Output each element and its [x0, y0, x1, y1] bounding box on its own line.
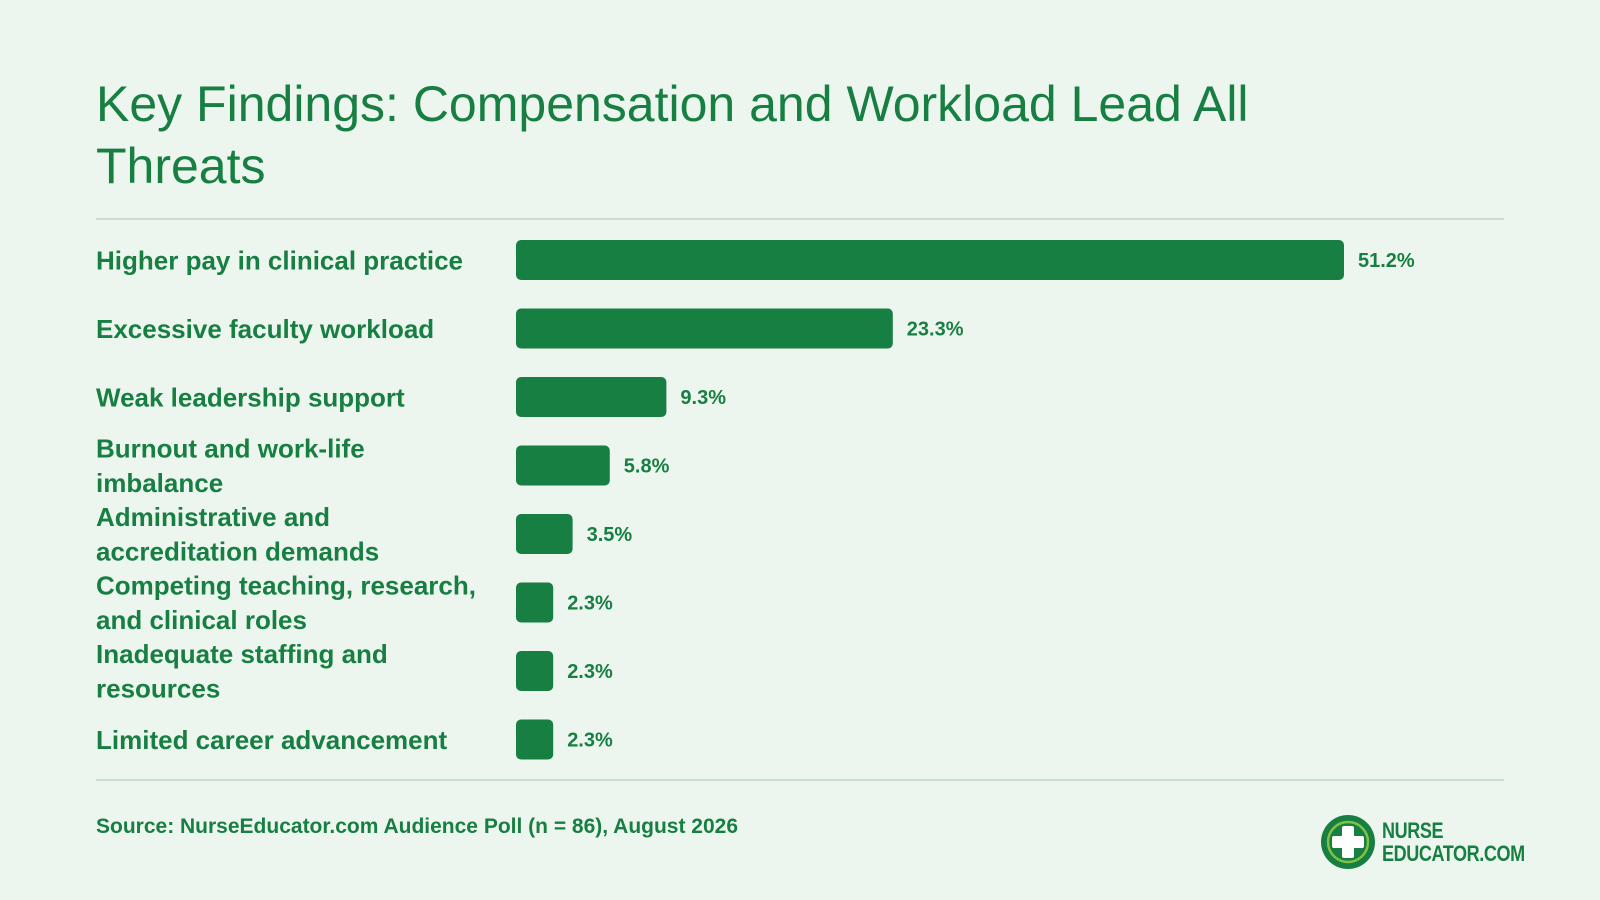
category-label: Administrative and accreditation demands — [96, 502, 379, 566]
brand-wordmark: NURSE EDUCATOR.COM — [1382, 819, 1525, 865]
page-title: Key Findings: Compensation and Workload … — [96, 76, 1249, 194]
bar — [516, 445, 610, 486]
data-label: 51.2% — [1358, 250, 1415, 272]
bar — [516, 582, 554, 623]
bottom-divider — [96, 779, 1504, 781]
category-label: Competing teaching, research, and clinica… — [96, 571, 476, 635]
data-label: 2.3% — [567, 730, 613, 752]
brand-line-1: NURSE — [1382, 818, 1444, 843]
data-label: 2.3% — [567, 661, 613, 683]
source-note: Source: NurseEducator.com Audience Poll … — [96, 815, 739, 838]
brand-logo: NURSE EDUCATOR.COM — [1320, 812, 1556, 872]
bar — [516, 377, 667, 417]
category-label: Weak leadership support — [96, 382, 405, 412]
category-label: Burnout and work-life imbalance — [96, 434, 365, 498]
category-label: Excessive faculty workload — [96, 314, 434, 344]
bar — [516, 308, 893, 349]
data-label: 2.3% — [567, 593, 613, 615]
data-label: 3.5% — [587, 524, 633, 546]
bar — [516, 651, 554, 691]
top-divider — [96, 218, 1504, 220]
brand-line-2: EDUCATOR.COM — [1382, 841, 1525, 866]
category-label: Inadequate staffing and resources — [96, 639, 388, 703]
bar — [516, 719, 554, 760]
bar — [516, 240, 1344, 280]
data-label: 9.3% — [680, 387, 726, 409]
category-label: Higher pay in clinical practice — [96, 245, 463, 275]
bar — [516, 514, 573, 554]
category-label: Limited career advancement — [96, 725, 447, 755]
data-label: 5.8% — [624, 456, 670, 478]
data-label: 23.3% — [907, 319, 964, 341]
medical-cross-icon — [1321, 815, 1375, 869]
